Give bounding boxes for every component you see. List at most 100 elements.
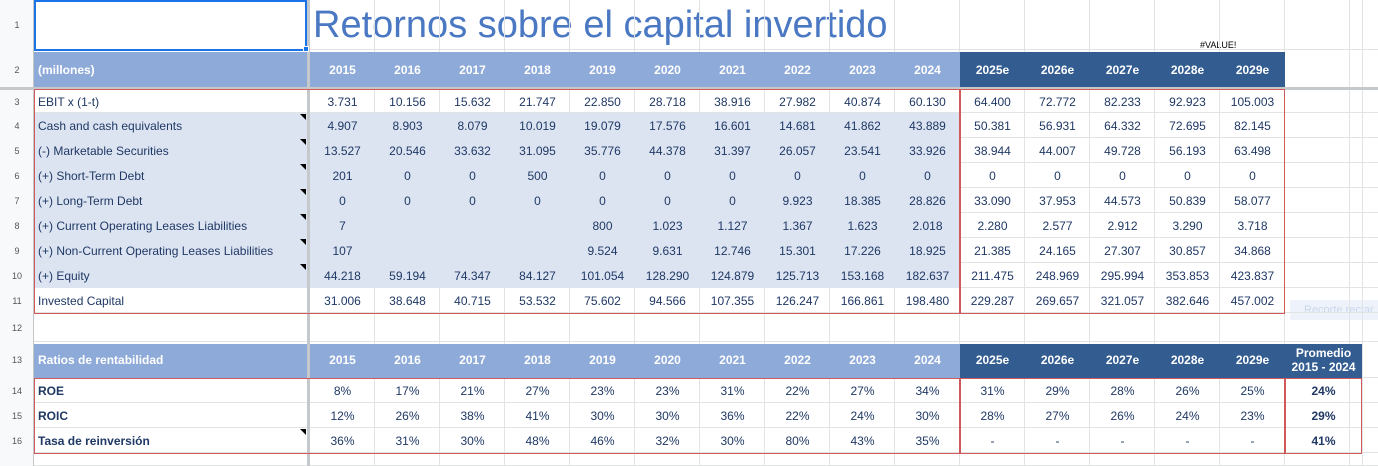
value-cell: 43.889 (909, 118, 946, 133)
column-header: 2029e (1235, 353, 1270, 367)
value-cell: 10.156 (389, 94, 426, 109)
ratio-cell: 27% (1045, 408, 1070, 423)
comment-indicator (300, 264, 306, 270)
ratio-cell: - (1250, 433, 1255, 448)
ratio-cell: 24% (1175, 408, 1200, 423)
row-number: 5 (14, 145, 20, 156)
ratio-cell: 31% (720, 383, 745, 398)
header-fill-forecast (960, 344, 1285, 378)
value-cell: 19.079 (584, 118, 621, 133)
ratio-cell: 8% (333, 383, 352, 398)
grid-line (1349, 0, 1350, 466)
value-cell: 38.648 (389, 293, 426, 308)
row-number: 13 (11, 355, 22, 365)
ratio-cell: 30% (915, 408, 940, 423)
selected-cell[interactable] (34, 0, 307, 51)
value-cell: 44.218 (324, 268, 361, 283)
average-cell: 29% (1311, 408, 1336, 423)
value-cell: 0 (1184, 168, 1191, 183)
value-cell: 72.772 (1039, 94, 1076, 109)
freeze-line (0, 87, 1378, 90)
ratio-cell: 30% (590, 408, 615, 423)
ratio-cell: 27% (850, 383, 875, 398)
value-cell: 18.385 (844, 193, 881, 208)
value-cell: 105.003 (1230, 94, 1275, 109)
value-cell: 63.498 (1234, 143, 1271, 158)
column-header: 2028e (1170, 63, 1205, 77)
comment-indicator (300, 139, 306, 145)
column-header: 2019 (589, 353, 616, 367)
ratio-cell: 46% (590, 433, 615, 448)
ratio-cell: 35% (915, 433, 940, 448)
value-cell: 24.165 (1039, 243, 1076, 258)
value-cell: 500 (527, 168, 548, 183)
table-header-label: Ratios de rentabilidad (38, 353, 164, 367)
value-cell: 27.982 (779, 94, 816, 109)
value-cell: 800 (592, 218, 613, 233)
ratio-cell: 28% (980, 408, 1005, 423)
ratio-cell: 32% (655, 433, 680, 448)
value-cell: 0 (469, 193, 476, 208)
error-note: #VALUE! (1200, 40, 1236, 50)
column-header: 2018 (524, 353, 551, 367)
value-cell: 0 (729, 193, 736, 208)
value-cell: 12.746 (714, 243, 751, 258)
header-fill-average (1285, 344, 1362, 378)
row-label: ROIC (38, 408, 68, 423)
value-cell: 0 (664, 193, 671, 208)
value-cell: 64.332 (1104, 118, 1141, 133)
value-cell: 56.193 (1169, 143, 1206, 158)
value-cell: 248.969 (1035, 268, 1080, 283)
column-header: 2027e (1105, 353, 1140, 367)
value-cell: 56.931 (1039, 118, 1076, 133)
value-cell: 31.397 (714, 143, 751, 158)
row-number: 10 (11, 270, 22, 281)
average-cell: 24% (1311, 383, 1336, 398)
column-header: 2021 (719, 63, 746, 77)
value-cell: 3.718 (1237, 218, 1268, 233)
column-header: 2026e (1040, 353, 1075, 367)
grid-line (1089, 0, 1090, 466)
value-cell: 3.290 (1172, 218, 1203, 233)
value-cell: 74.347 (454, 268, 491, 283)
value-cell: 0 (534, 193, 541, 208)
column-header: 2025e (975, 353, 1010, 367)
ratio-cell: 22% (785, 383, 810, 398)
ratio-cell: 43% (850, 433, 875, 448)
ratio-cell: 28% (1110, 383, 1135, 398)
ratio-cell: 12% (330, 408, 355, 423)
row-number: 12 (11, 322, 22, 333)
row-label: (+) Long-Term Debt (38, 193, 143, 208)
ratio-cell: 30% (720, 433, 745, 448)
row-number: 4 (14, 120, 20, 131)
value-cell: 125.713 (775, 268, 820, 283)
value-cell: 353.853 (1165, 268, 1210, 283)
value-cell: 0 (339, 193, 346, 208)
header-fill-forecast (960, 52, 1285, 87)
value-cell: 9.631 (652, 243, 683, 258)
column-header: 2016 (394, 353, 421, 367)
value-cell: 9.923 (782, 193, 813, 208)
comment-indicator (300, 214, 306, 220)
ratio-cell: 48% (525, 433, 550, 448)
value-cell: 21.747 (519, 94, 556, 109)
grid-line (1219, 0, 1220, 466)
value-cell: 33.926 (909, 143, 946, 158)
value-cell: 7 (339, 218, 346, 233)
value-cell: 15.301 (779, 243, 816, 258)
grid-line (34, 112, 1378, 113)
value-cell: 59.194 (389, 268, 426, 283)
table-header-label: (millones) (38, 63, 95, 77)
body-fill (34, 113, 960, 288)
selection-handle (303, 46, 309, 52)
value-cell: 295.994 (1100, 268, 1145, 283)
row-label: (+) Short-Term Debt (38, 168, 145, 183)
value-cell: 0 (989, 168, 996, 183)
average-header-line: 2015 - 2024 (1291, 360, 1356, 374)
value-cell: 28.718 (649, 94, 686, 109)
ratio-cell: 26% (1175, 383, 1200, 398)
column-header: 2026e (1040, 63, 1075, 77)
column-header: 2023 (849, 63, 876, 77)
grid-line (34, 427, 1378, 428)
